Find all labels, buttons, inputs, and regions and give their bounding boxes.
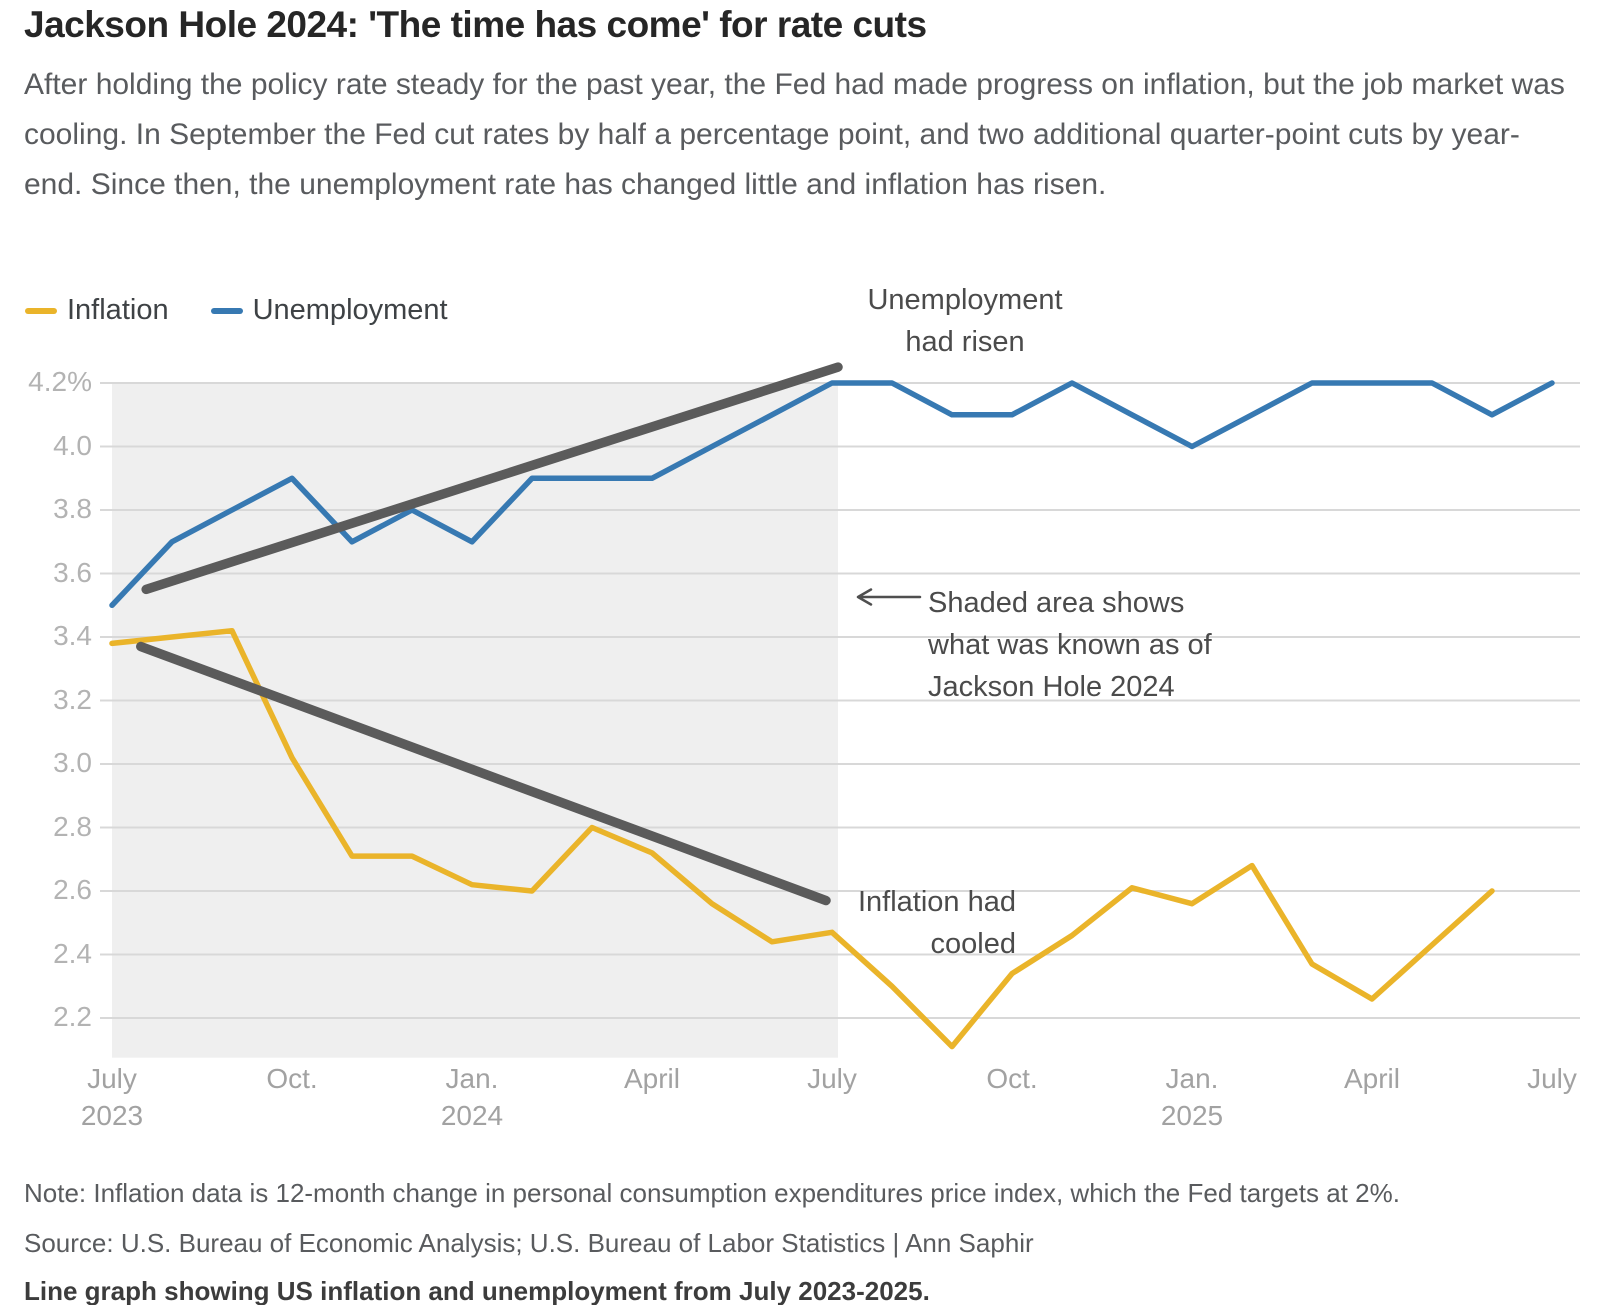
legend-label: Inflation	[67, 294, 169, 326]
legend-item-unemployment: Unemployment	[210, 294, 448, 327]
inflation-trend-line	[136, 641, 831, 906]
left-arrow-icon	[856, 588, 922, 606]
legend: Inflation Unemployment	[25, 294, 448, 327]
annotation-line: what was known as of	[928, 629, 1212, 661]
annotation-line: Jackson Hole 2024	[928, 671, 1175, 703]
x-axis-label: Jan. 2024	[440, 1063, 504, 1131]
shaded-region	[112, 383, 838, 1058]
y-axis-label: 2.4	[53, 937, 92, 969]
footer-caption: Line graph showing US inflation and unem…	[24, 1276, 930, 1305]
y-axis-label: 3.6	[53, 556, 92, 588]
y-axis-label: 4.0	[53, 429, 92, 461]
y-axis-label: 3.4	[53, 620, 92, 651]
footer-note: Note: Inflation data is 12-month change …	[24, 1178, 1400, 1208]
x-axis-label: April	[1343, 1063, 1400, 1094]
chart-svg	[100, 362, 1580, 1058]
y-axis-label: 4.2%	[28, 366, 92, 397]
unemployment-trend-line	[141, 362, 843, 595]
annotation-line: Shaded area shows	[928, 587, 1185, 619]
x-axis-label: April	[623, 1063, 680, 1094]
annotation-shaded-area: Shaded area shows what was known as of J…	[928, 582, 1268, 708]
chart-area: Unemployment had risen Shaded area shows…	[28, 279, 1580, 1131]
x-axis-label: July	[1527, 1063, 1577, 1094]
footer-source: Source: U.S. Bureau of Economic Analysis…	[24, 1228, 1034, 1258]
unemployment-line	[109, 380, 1555, 609]
unemployment-line-swatch-icon	[210, 307, 243, 314]
y-axis-label: 2.2	[53, 1001, 92, 1032]
y-axis-label: 3.8	[53, 493, 92, 524]
annotation-line: cooled	[930, 928, 1016, 960]
page-title: Jackson Hole 2024: 'The time has come' f…	[24, 4, 927, 45]
y-axis-label: 2.6	[53, 874, 92, 905]
annotation-inflation-had-cooled: Inflation had cooled	[806, 881, 1016, 965]
annotation-line: Inflation had	[857, 886, 1016, 918]
inflation-line	[109, 627, 1495, 1050]
x-axis-label: July	[807, 1063, 857, 1094]
chart-subtitle: After holding the policy rate steady for…	[24, 68, 1565, 201]
y-axis-label: 2.8	[53, 810, 92, 842]
x-axis-label: July 2023	[80, 1063, 144, 1131]
y-axis-label: 3.2	[53, 683, 92, 715]
legend-item-inflation: Inflation	[25, 294, 169, 327]
annotation-unemployment-had-risen: Unemployment had risen	[810, 279, 1120, 363]
x-axis-label: Jan. 2025	[1160, 1063, 1224, 1131]
annotation-line: had risen	[905, 326, 1025, 358]
y-axis-label: 3.0	[53, 747, 92, 778]
inflation-line-swatch-icon	[25, 307, 57, 314]
legend-label: Unemployment	[252, 294, 448, 326]
x-axis-label: Oct.	[266, 1063, 318, 1094]
annotation-line: Unemployment	[867, 284, 1063, 316]
x-axis-label: Oct.	[986, 1063, 1038, 1094]
